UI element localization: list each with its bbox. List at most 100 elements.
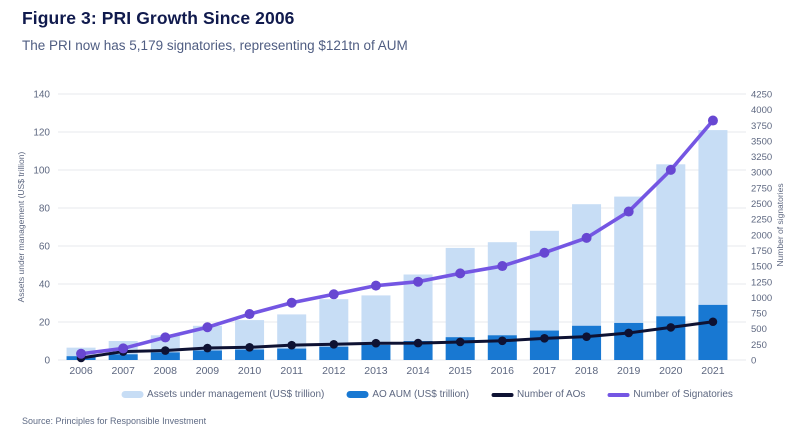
ao-aum-bar	[150, 352, 180, 360]
ao-aum-bar	[108, 354, 138, 360]
source-note: Source: Principles for Responsible Inves…	[22, 416, 207, 426]
aos-point	[161, 346, 170, 355]
signatories-point	[455, 268, 466, 279]
aos-point	[540, 334, 549, 343]
ao-aum-bar	[572, 325, 602, 360]
year-label: 2007	[112, 365, 136, 377]
right-tick-label: 1750	[751, 246, 772, 257]
aos-point	[498, 336, 507, 346]
aos-point	[203, 343, 212, 353]
year-label: 2010	[238, 365, 262, 377]
signatories-point	[413, 276, 424, 287]
right-tick-label: 750	[751, 309, 767, 320]
aos-point	[624, 328, 633, 338]
year-label: 2016	[491, 365, 515, 377]
right-tick-label: 3000	[751, 168, 772, 179]
legend-label: AO AUM (US$ trillion)	[372, 389, 470, 400]
right-tick-label: 1250	[751, 277, 772, 288]
ao-aum-swatch-icon	[346, 391, 369, 398]
right-tick-label: 1500	[751, 262, 772, 273]
chart-legend: Assets under management (US$ trillion) A…	[121, 389, 733, 400]
year-label: 2012	[322, 365, 346, 377]
signatories-swatch-icon	[607, 392, 630, 397]
signatories-point	[539, 247, 550, 258]
signatories-point	[286, 297, 297, 308]
ao-aum-bar	[361, 344, 391, 360]
right-tick-label: 500	[751, 324, 767, 335]
signatories-point	[244, 309, 255, 320]
signatories-line	[79, 118, 715, 356]
legend-item-signatories: Number of Signatories	[607, 389, 733, 400]
year-label: 2020	[659, 365, 683, 377]
left-tick-label: 100	[33, 166, 50, 177]
year-label: 2006	[69, 365, 93, 377]
year-label: 2011	[280, 365, 303, 377]
left-tick-label: 80	[39, 204, 51, 215]
ao-aum-bar	[403, 341, 433, 360]
aos-point	[287, 340, 296, 350]
left-tick-label: 60	[39, 242, 51, 253]
signatories-point	[76, 348, 87, 359]
signatories-point	[160, 332, 171, 343]
year-label: 2015	[449, 365, 473, 377]
year-label: 2008	[154, 365, 178, 377]
legend-item-ao-aum: AO AUM (US$ trillion)	[346, 389, 469, 400]
year-label: 2014	[406, 365, 430, 377]
right-tick-label: 4250	[751, 90, 772, 101]
legend-item-aum: Assets under management (US$ trillion)	[121, 389, 324, 400]
left-tick-label: 140	[33, 90, 50, 101]
year-label: 2019	[617, 365, 641, 377]
figure-subtitle: The PRI now has 5,179 signatories, repre…	[22, 38, 408, 53]
signatories-point	[497, 261, 508, 272]
year-label: 2017	[533, 365, 557, 377]
signatories-point	[707, 115, 718, 126]
signatories-point	[370, 280, 381, 291]
legend-label: Assets under management (US$ trillion)	[147, 389, 325, 400]
year-label: 2018	[575, 365, 599, 377]
aos-point	[455, 337, 465, 347]
aos-line	[79, 320, 715, 360]
right-tick-label: 3250	[751, 152, 772, 163]
right-tick-label: 0	[751, 356, 756, 367]
right-tick-label: 3500	[751, 136, 772, 147]
right-tick-label: 2500	[751, 199, 772, 210]
right-tick-label: 1000	[751, 293, 772, 304]
right-tick-label: 2750	[751, 183, 772, 194]
right-tick-label: 4000	[751, 105, 772, 116]
left-tick-label: 40	[39, 280, 51, 291]
left-tick-label: 0	[44, 356, 50, 367]
right-tick-label: 2000	[751, 230, 772, 241]
right-tick-label: 250	[751, 340, 767, 351]
aos-point	[666, 323, 676, 332]
ao-aum-bar	[614, 322, 644, 360]
signatories-point	[623, 206, 634, 217]
ao-aum-bar	[235, 349, 265, 360]
aos-point	[582, 332, 591, 341]
aos-swatch-icon	[491, 392, 514, 397]
signatories-point	[328, 289, 339, 300]
legend-label: Number of Signatories	[633, 389, 733, 400]
left-tick-label: 20	[39, 318, 51, 329]
ao-aum-bar	[277, 348, 307, 360]
legend-item-aos: Number of AOs	[491, 389, 585, 400]
left-tick-label: 120	[33, 128, 50, 139]
ao-aum-bar	[192, 350, 222, 360]
signatories-point	[581, 232, 592, 243]
year-label: 2021	[701, 365, 725, 377]
right-tick-label: 3750	[751, 121, 772, 132]
signatories-point	[665, 164, 676, 175]
signatories-point	[118, 343, 129, 354]
ao-aum-bar	[319, 346, 349, 360]
ao-aum-bar	[698, 304, 728, 360]
figure-title: Figure 3: PRI Growth Since 2006	[22, 8, 295, 28]
year-label: 2013	[364, 365, 388, 377]
legend-label: Number of AOs	[517, 389, 586, 400]
right-tick-label: 2250	[751, 215, 772, 226]
aos-point	[371, 338, 381, 348]
aos-point	[245, 342, 254, 352]
signatories-point	[202, 322, 213, 333]
aos-point	[413, 338, 423, 348]
year-label: 2009	[196, 365, 220, 377]
